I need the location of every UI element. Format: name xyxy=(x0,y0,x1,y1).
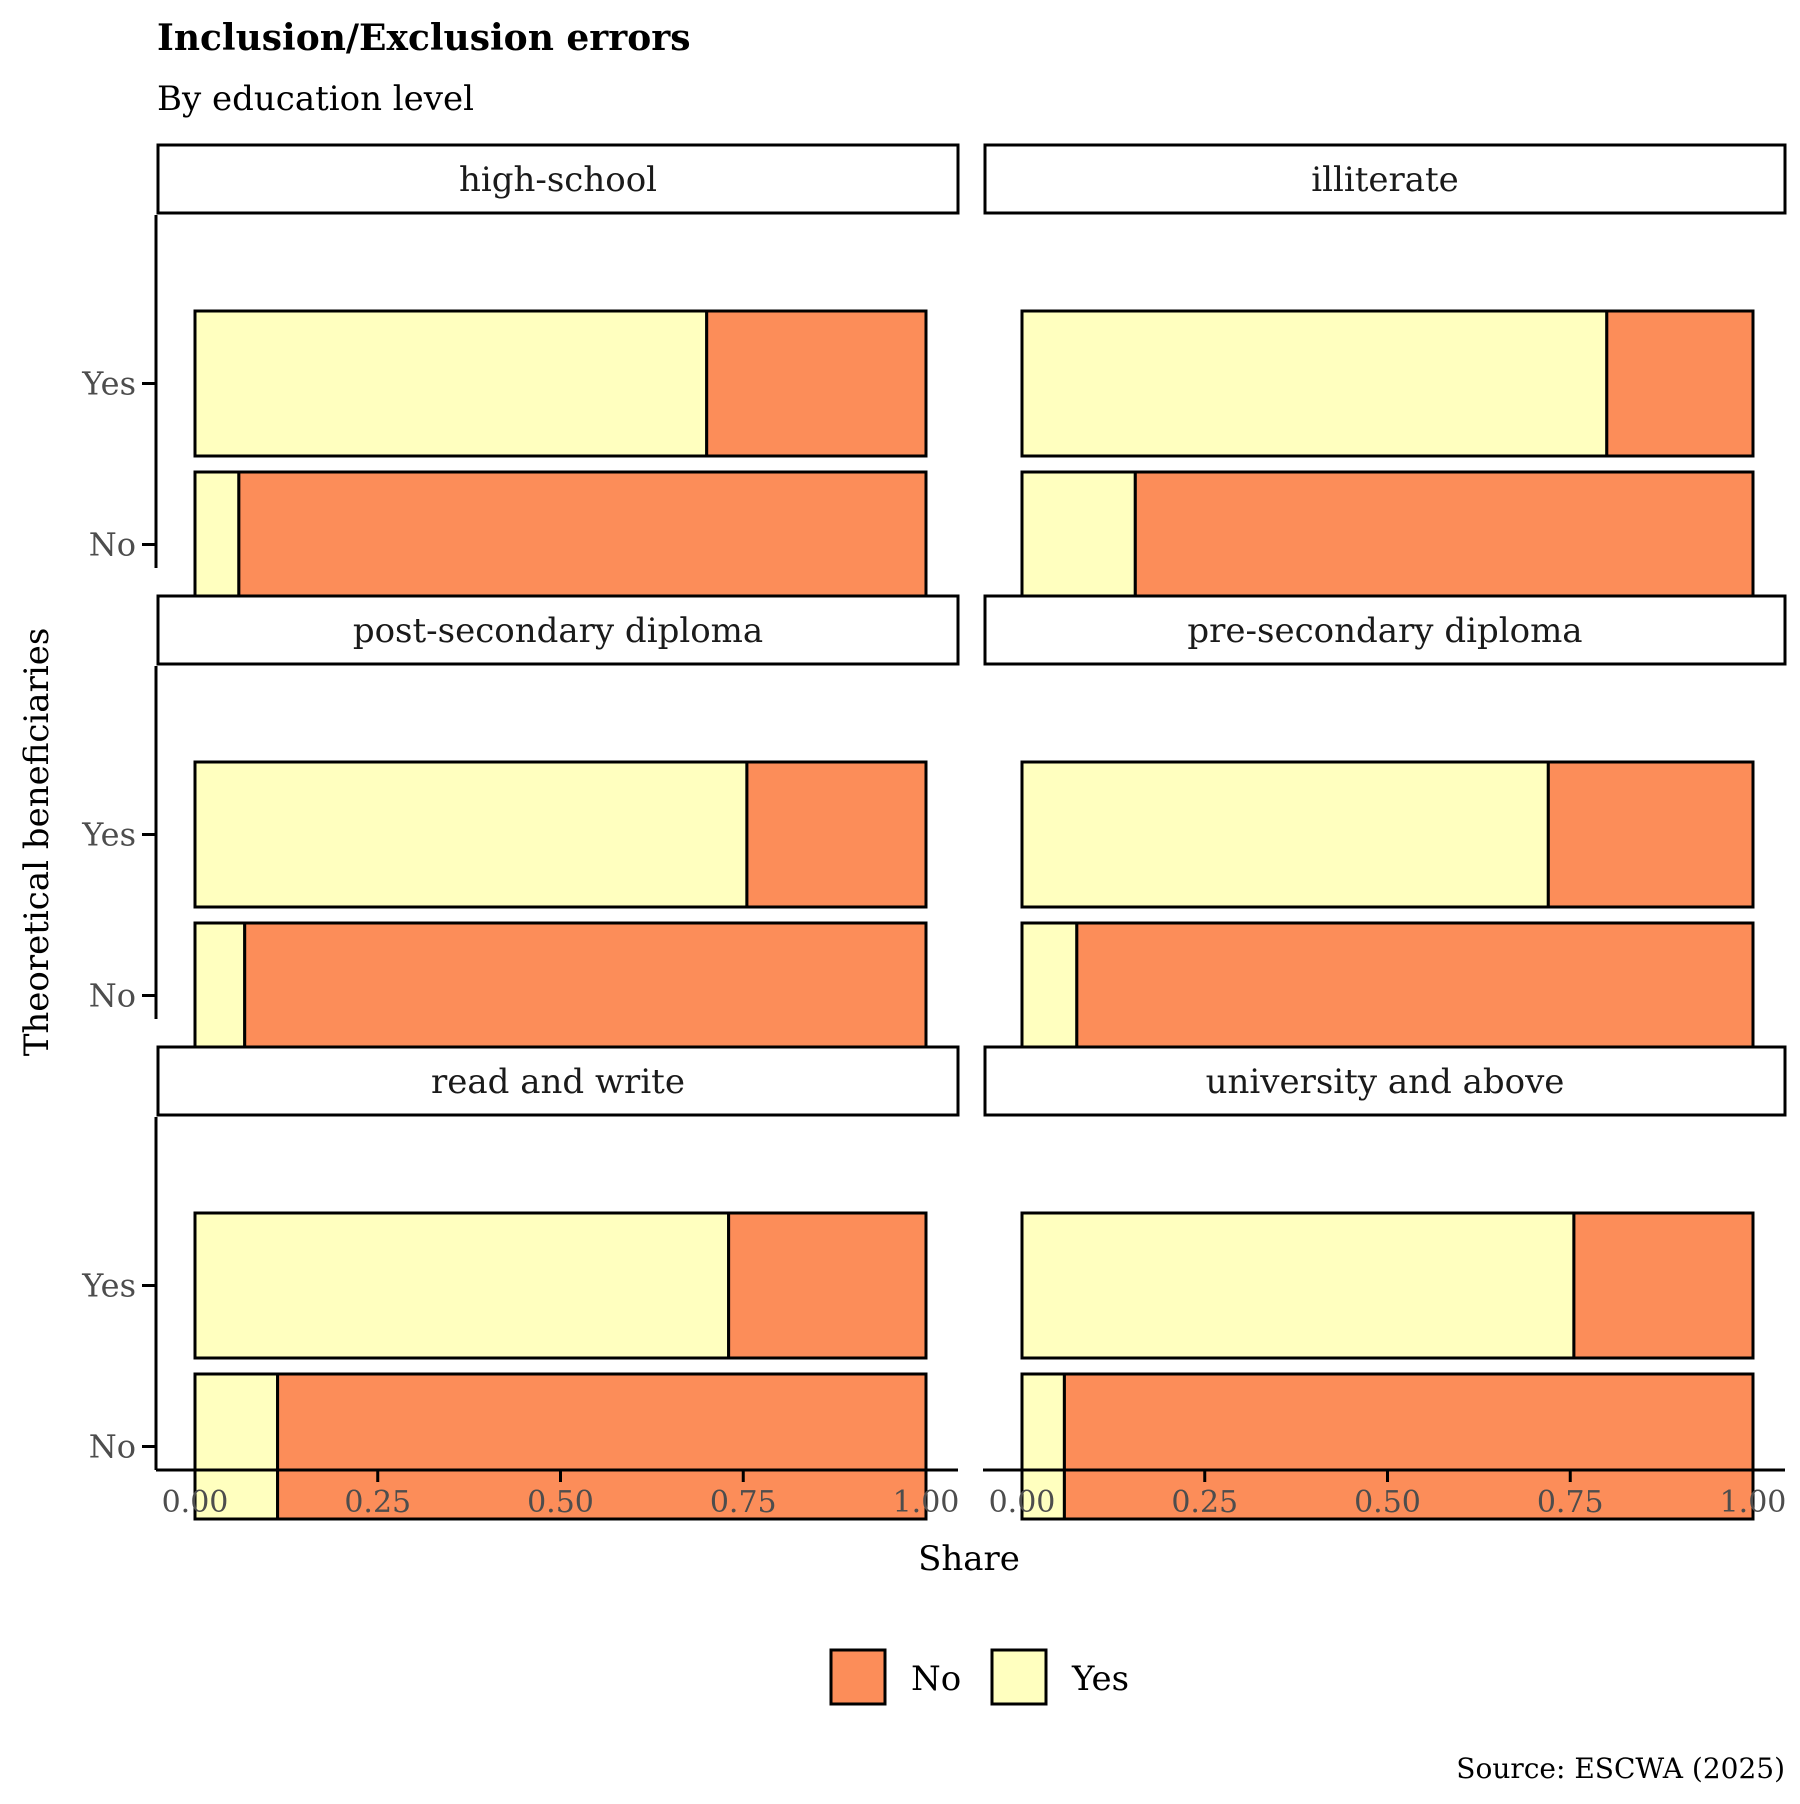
x-tick-label: 0.75 xyxy=(710,1485,777,1520)
facet-strip xyxy=(983,1045,1787,1117)
facet-strip-label: illiterate xyxy=(1311,160,1459,200)
panel-illiterate: illiterate xyxy=(983,143,1787,619)
y-tick-label: No xyxy=(89,1428,136,1466)
bar-segment-yes xyxy=(1020,1211,1576,1360)
bar-segment-no xyxy=(1075,921,1755,1070)
facet-strip xyxy=(156,1045,960,1117)
facet-strip-label: post-secondary diploma xyxy=(353,611,763,651)
facet-strip xyxy=(156,594,960,666)
x-tick-label: 0.25 xyxy=(1171,1485,1238,1520)
bar-segment-yes xyxy=(193,309,709,458)
chart-caption: Source: ESCWA (2025) xyxy=(1456,1752,1785,1785)
bar-segment-yes xyxy=(1020,309,1609,458)
y-tick-label: No xyxy=(89,526,136,564)
panel-post-secondary-diploma: post-secondary diploma Yes No xyxy=(81,594,960,1070)
x-tick-label: 1.00 xyxy=(1720,1485,1787,1520)
legend-label-no: No xyxy=(911,1659,961,1699)
legend: No Yes xyxy=(829,1648,1129,1706)
chart-subtitle: By education level xyxy=(157,79,474,119)
bar-segment-no xyxy=(1572,1211,1755,1360)
facet-strip-label: university and above xyxy=(1206,1062,1565,1102)
x-tick-label: 0.50 xyxy=(1354,1485,1421,1520)
panel-pre-secondary-diploma: pre-secondary diploma xyxy=(983,594,1787,1070)
legend-key-yes xyxy=(990,1648,1048,1706)
bar-segment-yes xyxy=(1020,1372,1066,1521)
chart-title: Inclusion/Exclusion errors xyxy=(157,17,690,59)
x-tick-label: 1.00 xyxy=(893,1485,960,1520)
y-axis-title: Theoretical beneficiaries xyxy=(17,628,57,1057)
x-tick-label: 0.50 xyxy=(527,1485,594,1520)
bar-segment-no xyxy=(727,1211,928,1360)
facet-strip xyxy=(983,594,1787,666)
bar-segment-yes xyxy=(193,760,749,909)
bar-segment-no xyxy=(1605,309,1755,458)
bar-segment-no xyxy=(745,760,928,909)
facet-strip xyxy=(156,143,960,215)
x-tick-label: 0.00 xyxy=(989,1485,1056,1520)
y-tick-label: Yes xyxy=(81,365,136,403)
bar-segment-yes xyxy=(193,1211,731,1360)
facet-panels: high-school Yes No illiterate post-secondary… xyxy=(81,143,1787,1521)
bar-segment-no xyxy=(243,921,928,1070)
bar-segment-yes xyxy=(1020,760,1550,909)
x-tick-label: 0.75 xyxy=(1537,1485,1604,1520)
bar-segment-no xyxy=(705,309,928,458)
facet-strip-label: read and write xyxy=(431,1062,685,1102)
x-tick-label: 0.25 xyxy=(344,1485,411,1520)
bar-segment-no xyxy=(1546,760,1755,909)
legend-label-yes: Yes xyxy=(1071,1659,1129,1699)
facet-strip xyxy=(983,143,1787,215)
facet-strip-label: high-school xyxy=(459,160,657,200)
facet-strip-label: pre-secondary diploma xyxy=(1187,611,1582,651)
panel-university-and-above: university and above 0.00 0.25 0.50 0.75 1.00 xyxy=(983,1045,1787,1521)
x-axis-title: Share xyxy=(918,1539,1020,1579)
panel-read-and-write: read and write Yes No 0.00 0.25 0.50 0.75 1.00 xyxy=(81,1045,960,1521)
y-tick-label: Yes xyxy=(81,816,136,854)
bar-segment-yes xyxy=(193,1372,280,1521)
y-tick-label: No xyxy=(89,977,136,1015)
y-tick-label: Yes xyxy=(81,1267,136,1305)
bar-segment-no xyxy=(276,1372,928,1521)
legend-key-no xyxy=(829,1648,887,1706)
bar-segment-no xyxy=(1062,1372,1755,1521)
bar-segment-no xyxy=(237,470,928,619)
x-tick-label: 0.00 xyxy=(162,1485,229,1520)
panel-high-school: high-school Yes No xyxy=(81,143,960,619)
